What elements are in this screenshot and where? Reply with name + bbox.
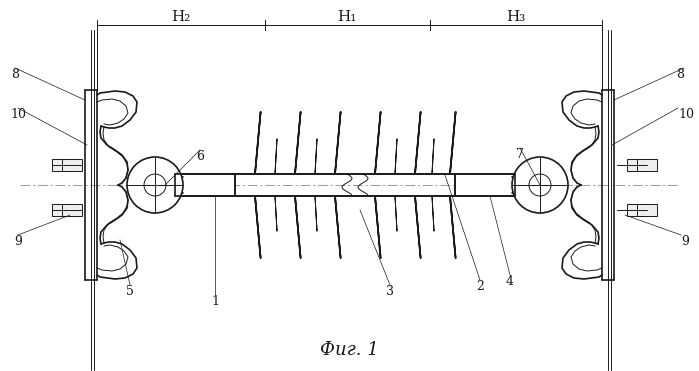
Bar <box>62 204 82 216</box>
Polygon shape <box>431 139 434 174</box>
Text: 3: 3 <box>386 285 394 298</box>
Bar <box>52 159 72 171</box>
Polygon shape <box>334 196 340 258</box>
Text: 5: 5 <box>126 285 134 298</box>
Text: 9: 9 <box>14 235 22 248</box>
Polygon shape <box>414 112 421 174</box>
Polygon shape <box>431 196 434 231</box>
Bar <box>637 159 657 171</box>
Bar <box>627 159 647 171</box>
Polygon shape <box>394 196 397 231</box>
Text: 2: 2 <box>476 280 484 293</box>
Polygon shape <box>414 196 421 258</box>
Text: H₃: H₃ <box>506 10 526 24</box>
Text: 8: 8 <box>676 68 684 81</box>
Bar <box>637 204 657 216</box>
Text: 8: 8 <box>11 68 19 81</box>
Text: 10: 10 <box>678 108 694 121</box>
Text: H₂: H₂ <box>171 10 191 24</box>
Polygon shape <box>394 139 397 174</box>
Circle shape <box>529 174 551 196</box>
Polygon shape <box>254 112 261 174</box>
Polygon shape <box>334 112 340 174</box>
Circle shape <box>127 157 183 213</box>
Text: 7: 7 <box>516 148 524 161</box>
Bar <box>52 204 72 216</box>
Polygon shape <box>374 112 380 174</box>
Text: H₁: H₁ <box>338 10 356 24</box>
Text: Фиг. 1: Фиг. 1 <box>319 341 378 359</box>
Polygon shape <box>274 139 277 174</box>
Polygon shape <box>274 196 277 231</box>
Polygon shape <box>294 196 301 258</box>
Polygon shape <box>314 196 317 231</box>
Polygon shape <box>314 139 317 174</box>
Polygon shape <box>254 196 261 258</box>
Bar <box>627 204 647 216</box>
Polygon shape <box>294 112 301 174</box>
Text: 4: 4 <box>506 275 514 288</box>
Polygon shape <box>449 196 456 258</box>
Bar <box>175 174 235 196</box>
Text: 10: 10 <box>10 108 26 121</box>
Circle shape <box>512 157 568 213</box>
Circle shape <box>144 174 166 196</box>
Bar <box>455 174 515 196</box>
Text: 9: 9 <box>681 235 689 248</box>
Bar <box>62 159 82 171</box>
Polygon shape <box>449 112 456 174</box>
Text: 6: 6 <box>196 150 204 163</box>
Text: 1: 1 <box>211 295 219 308</box>
Polygon shape <box>374 196 380 258</box>
